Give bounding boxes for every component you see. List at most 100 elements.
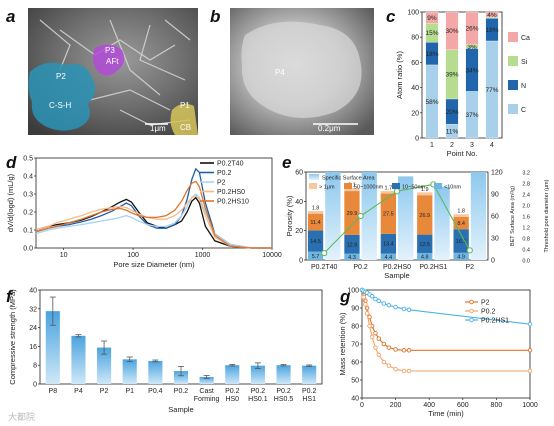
x-tick-label: P2 bbox=[466, 264, 475, 271]
strength-bar bbox=[97, 347, 112, 384]
series-point bbox=[406, 348, 412, 353]
porosity-segment-gt1um bbox=[417, 192, 433, 196]
porosity-segment-10_50 bbox=[307, 230, 324, 252]
series-point bbox=[369, 294, 375, 299]
series-point bbox=[381, 301, 387, 306]
porosity-segment-10_50 bbox=[344, 234, 360, 254]
series-point bbox=[393, 366, 398, 372]
x-axis-label: Time (min) bbox=[428, 409, 464, 418]
legend-marker bbox=[469, 317, 474, 323]
segment-label: 77% bbox=[485, 87, 498, 94]
series-point bbox=[401, 306, 407, 312]
cb-region bbox=[170, 103, 198, 135]
y-tick-label: 32 bbox=[29, 306, 37, 313]
chart-pore-size: 0.0 0.1 0.2 0.3 0.4 0.5 10 100 1000 10000 P0.2T40 P… bbox=[6, 156, 282, 270]
y-axis-label: Atom ratio (%) bbox=[395, 51, 404, 99]
x-tick-label: P4 bbox=[74, 388, 83, 395]
x-tick-label: Cast bbox=[199, 388, 213, 395]
strength-bar bbox=[122, 359, 137, 384]
series-point bbox=[401, 368, 407, 374]
porosity-segment-lt10 bbox=[344, 253, 360, 260]
y-tick-label: 20 bbox=[295, 228, 303, 235]
legend-label-n: N bbox=[521, 83, 526, 90]
series-line-p2 bbox=[35, 193, 272, 249]
segment-label: 9% bbox=[427, 15, 437, 22]
panel-letter-c: c bbox=[386, 7, 396, 26]
y-tick-label: 90 bbox=[351, 306, 359, 313]
series-point bbox=[381, 341, 387, 347]
threshold-point bbox=[393, 188, 401, 195]
x-tick-label: P0.4 bbox=[148, 388, 163, 395]
series-point bbox=[381, 359, 387, 365]
x-tick-label: 4 bbox=[490, 142, 494, 149]
porosity-segment-10_50 bbox=[453, 229, 469, 253]
legend-swatch bbox=[392, 183, 400, 189]
porosity-label: 11.4 bbox=[310, 220, 320, 226]
y2-tick-label: 90 bbox=[491, 192, 499, 199]
strength-bar bbox=[148, 360, 163, 384]
bar-segment-ca bbox=[425, 11, 439, 24]
y3-tick-label: 1.6 bbox=[522, 215, 530, 221]
series-point bbox=[386, 345, 392, 350]
y-axis-label: dV/d(logd) (mL/g) bbox=[6, 173, 15, 232]
panel-letter-f: f bbox=[6, 287, 14, 306]
chart-porosity: 0 20 40 60 0 30 60 90 120 0.0 0.4 0.8 1.2 1.6 2.0 2.4 2.… bbox=[285, 170, 550, 281]
porosity-label: 13.4 bbox=[383, 242, 394, 248]
x-tick-label: 1000 bbox=[522, 402, 538, 409]
strength-bar bbox=[250, 365, 265, 384]
series-point bbox=[401, 348, 407, 353]
watermark: 大都院 bbox=[8, 411, 35, 422]
y3-tick-label: 2.8 bbox=[522, 182, 530, 188]
series-point bbox=[393, 304, 398, 310]
aft-region bbox=[93, 44, 125, 76]
ssa-bar bbox=[434, 186, 450, 260]
y-tick-label: 60 bbox=[295, 170, 303, 177]
x-tick-label: P8 bbox=[49, 388, 58, 395]
legend-swatch bbox=[309, 183, 317, 189]
series-point bbox=[361, 294, 366, 300]
y3-tick-label: 1.2 bbox=[522, 226, 530, 232]
y-tick-label: 40 bbox=[29, 288, 37, 295]
strength-bar bbox=[302, 365, 317, 384]
x-tick-label: 600 bbox=[457, 402, 469, 409]
legend-label: 10~50nm bbox=[402, 185, 426, 191]
porosity-label: 1.8 bbox=[457, 209, 465, 215]
bar-segment-ca bbox=[485, 11, 499, 18]
y-tick-label: 0.2 bbox=[23, 210, 33, 217]
porosity-label: 12.8 bbox=[347, 242, 358, 248]
x-tick-label: P0.2 bbox=[353, 264, 368, 271]
x-tick-label: P0.2T40 bbox=[311, 264, 338, 271]
segment-label: 18% bbox=[425, 51, 438, 58]
legend-swatch bbox=[434, 183, 442, 189]
porosity-segment-gt1um bbox=[453, 214, 469, 217]
porosity-label: 4.9 bbox=[457, 254, 465, 260]
porosity-label: 4.3 bbox=[348, 255, 356, 261]
x-tick-label: 10 bbox=[60, 252, 68, 259]
segment-label: 26% bbox=[465, 26, 478, 33]
series-point bbox=[393, 347, 398, 352]
segment-label: 15% bbox=[425, 30, 438, 37]
series-line-p02t40 bbox=[35, 196, 272, 249]
series-point bbox=[376, 298, 382, 304]
y3-tick-label: 0.0 bbox=[522, 259, 530, 265]
x-tick-label: Forming bbox=[194, 396, 220, 403]
panel-letter-b: b bbox=[210, 7, 220, 26]
legend-swatch bbox=[344, 183, 352, 189]
y-tick-label: 0.1 bbox=[23, 228, 33, 235]
y3-tick-label: 2.4 bbox=[522, 193, 530, 199]
legend-swatch-n bbox=[508, 80, 518, 90]
legend-swatch-c bbox=[508, 104, 518, 114]
label-p1: P1 bbox=[180, 101, 190, 110]
plot-frame bbox=[305, 171, 489, 261]
x-tick-label: P0.2 bbox=[276, 388, 291, 395]
x-tick-label: 1000 bbox=[195, 252, 211, 259]
segment-label: 39% bbox=[445, 72, 458, 79]
x-tick-label: P0.2HS0 bbox=[383, 264, 411, 271]
y-tick-label: 50 bbox=[351, 378, 359, 385]
porosity-segment-50_1000 bbox=[344, 191, 360, 235]
y-tick-label: 0 bbox=[33, 382, 37, 389]
segment-label: 3% bbox=[467, 44, 477, 51]
x-tick-label: P1 bbox=[125, 388, 134, 395]
